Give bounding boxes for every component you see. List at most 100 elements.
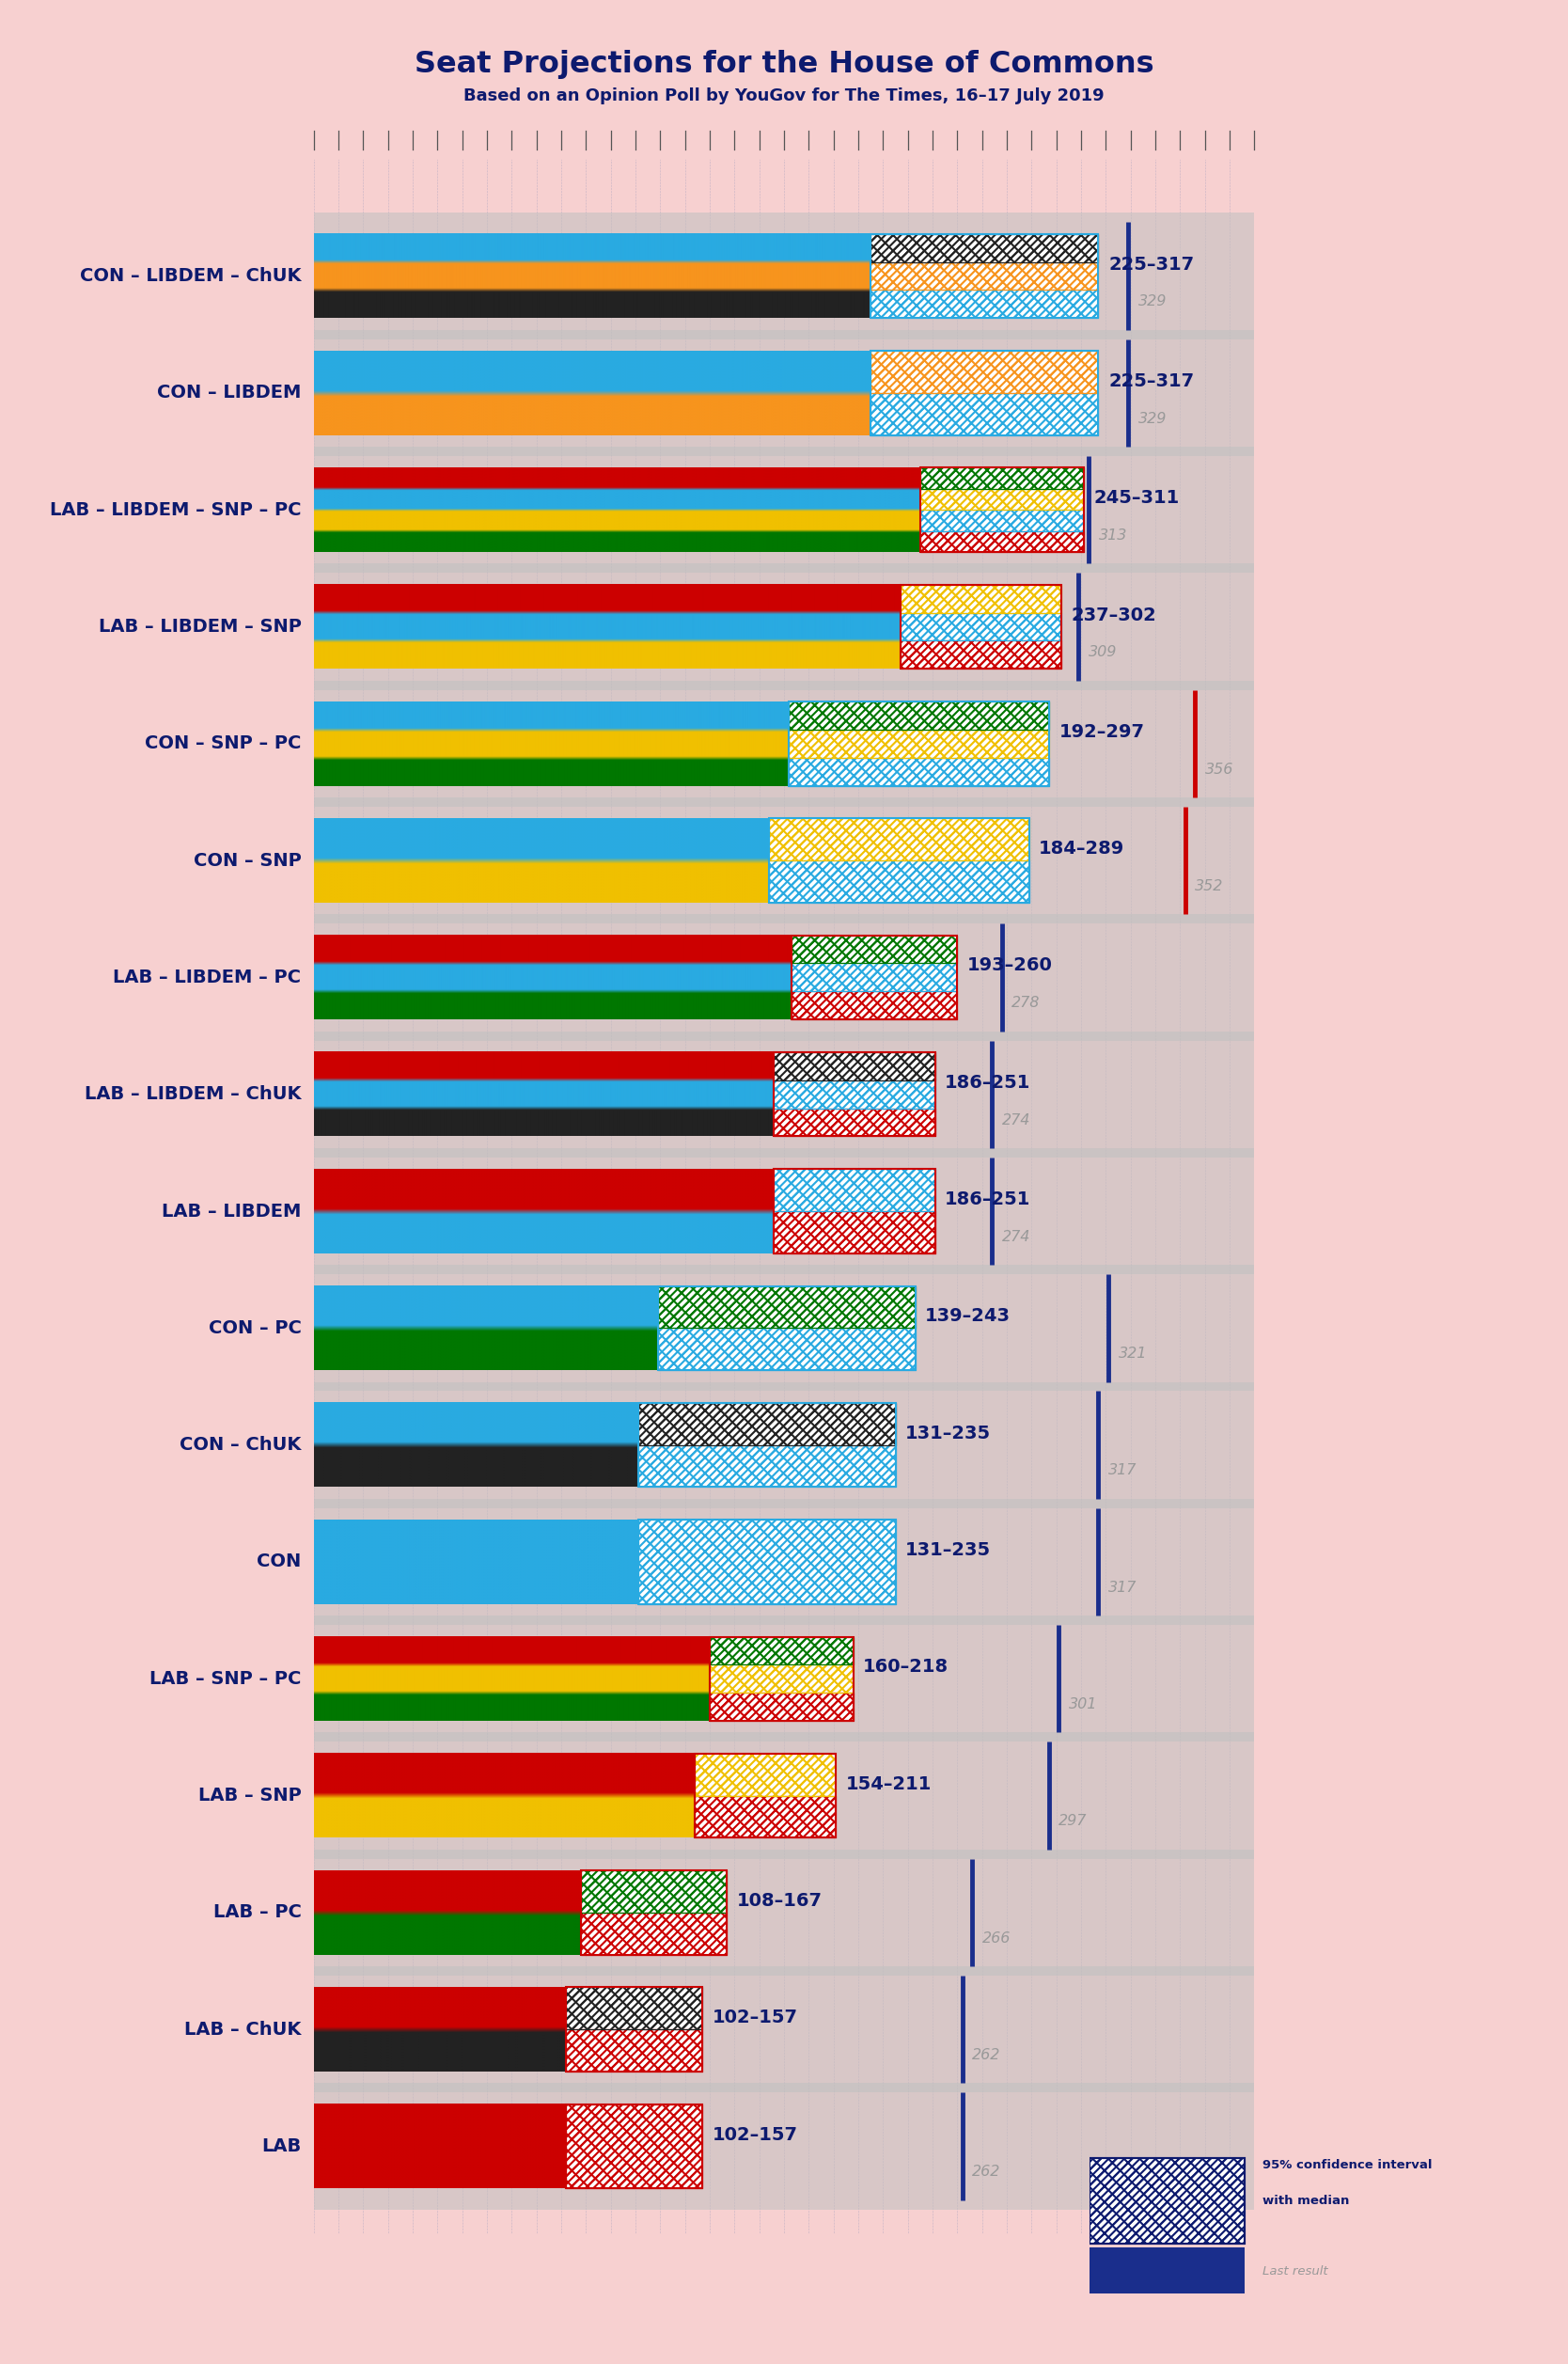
Text: 102–157: 102–157 [712, 2009, 798, 2026]
Bar [789, 702, 1049, 785]
Bar [566, 1988, 702, 2071]
Bar [695, 1797, 836, 1837]
Text: 352: 352 [1195, 879, 1223, 894]
Bar [566, 2028, 702, 2071]
Text: CON – PC: CON – PC [209, 1319, 301, 1338]
Bar [870, 392, 1099, 435]
Text: LAB: LAB [262, 2137, 301, 2156]
Text: 329: 329 [1138, 296, 1167, 310]
Text: 321: 321 [1118, 1347, 1146, 1362]
Bar [775, 1109, 935, 1137]
Bar [566, 2028, 702, 2071]
Bar [314, 1849, 1254, 1976]
Bar [770, 860, 1029, 903]
Text: LAB – LIBDEM – SNP: LAB – LIBDEM – SNP [99, 617, 301, 636]
Text: Seat Projections for the House of Commons: Seat Projections for the House of Common… [414, 50, 1154, 78]
Bar [566, 2104, 702, 2189]
Text: 297: 297 [1058, 1813, 1087, 1827]
Text: 278: 278 [1011, 995, 1040, 1009]
Text: 313: 313 [1099, 530, 1127, 544]
Bar [566, 2028, 702, 2071]
Bar [775, 1170, 935, 1210]
Bar [695, 1754, 836, 1797]
Bar [314, 1031, 1254, 1158]
Text: CON – SNP: CON – SNP [193, 851, 301, 870]
Bar [638, 1520, 895, 1603]
Bar [314, 1733, 1254, 1858]
Bar [775, 1052, 935, 1080]
Bar [638, 1520, 895, 1603]
Bar [900, 641, 1062, 669]
Text: 192–297: 192–297 [1058, 723, 1145, 740]
Bar [900, 584, 1062, 612]
Bar [900, 584, 1062, 612]
Bar [792, 991, 958, 1019]
Bar [566, 2104, 702, 2189]
Text: 131–235: 131–235 [905, 1541, 991, 1560]
Bar [314, 797, 1254, 924]
Bar [900, 612, 1062, 641]
Bar [314, 1967, 1254, 2092]
Bar [775, 1210, 935, 1253]
Text: 309: 309 [1088, 645, 1116, 660]
Bar [314, 915, 1254, 1040]
Bar [314, 1265, 1254, 1390]
Bar [870, 262, 1099, 291]
Bar [789, 730, 1049, 756]
Bar [638, 1402, 895, 1487]
Bar [789, 756, 1049, 785]
Bar [770, 818, 1029, 903]
Bar [775, 1080, 935, 1109]
Bar [314, 213, 1254, 338]
Text: 225–317: 225–317 [1109, 255, 1193, 274]
Bar [638, 1402, 895, 1444]
Text: LAB – LIBDEM – ChUK: LAB – LIBDEM – ChUK [85, 1085, 301, 1104]
Text: LAB – ChUK: LAB – ChUK [185, 2021, 301, 2038]
Bar [920, 489, 1083, 511]
Text: 131–235: 131–235 [905, 1425, 991, 1442]
Bar [775, 1080, 935, 1109]
Bar [770, 818, 1029, 860]
Bar [920, 468, 1083, 489]
Bar [638, 1520, 895, 1603]
Text: LAB – SNP: LAB – SNP [198, 1787, 301, 1804]
Bar [870, 234, 1099, 319]
Bar [1090, 2158, 1245, 2243]
Bar [695, 1754, 836, 1797]
Bar [314, 447, 1254, 572]
Bar [870, 350, 1099, 392]
Bar [582, 1870, 728, 1912]
Text: LAB – PC: LAB – PC [213, 1903, 301, 1922]
Bar [789, 702, 1049, 730]
Bar [775, 1109, 935, 1137]
Bar [789, 756, 1049, 785]
Bar [710, 1664, 853, 1693]
Bar [582, 1870, 728, 1912]
Text: LAB – LIBDEM: LAB – LIBDEM [162, 1203, 301, 1220]
Bar [870, 262, 1099, 291]
Text: CON: CON [257, 1553, 301, 1570]
Bar [920, 532, 1083, 551]
Bar [870, 234, 1099, 262]
Bar [900, 612, 1062, 641]
Bar [870, 392, 1099, 435]
Bar [870, 291, 1099, 319]
Bar [870, 234, 1099, 262]
Bar [792, 936, 958, 1019]
Bar [900, 584, 1062, 669]
Text: CON – ChUK: CON – ChUK [180, 1435, 301, 1454]
Bar [314, 681, 1254, 806]
Text: 317: 317 [1109, 1463, 1137, 1478]
Bar [582, 1870, 728, 1955]
Bar [1090, 2248, 1245, 2293]
Bar [582, 1912, 728, 1955]
Bar [789, 730, 1049, 756]
Text: Based on an Opinion Poll by YouGov for The Times, 16–17 July 2019: Based on an Opinion Poll by YouGov for T… [464, 87, 1104, 104]
Bar [920, 511, 1083, 532]
Bar [775, 1052, 935, 1137]
Bar [710, 1693, 853, 1721]
Bar [1090, 2158, 1245, 2243]
Text: 274: 274 [1002, 1113, 1030, 1128]
Bar [657, 1286, 916, 1329]
Bar [314, 1499, 1254, 1624]
